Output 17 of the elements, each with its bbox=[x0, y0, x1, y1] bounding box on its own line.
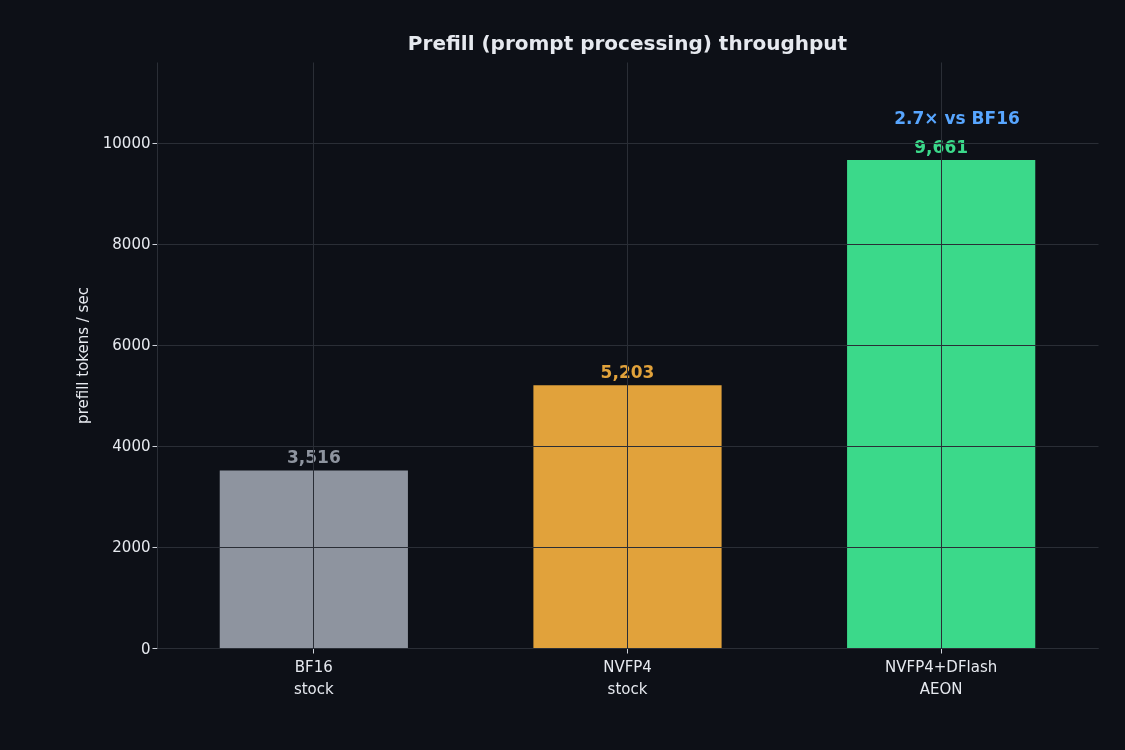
y-tick-label: 4000 bbox=[112, 437, 151, 456]
bar bbox=[533, 385, 722, 648]
y-tick-label: 2000 bbox=[112, 538, 151, 557]
data-label: 3,516 bbox=[286, 447, 341, 468]
bar bbox=[219, 470, 408, 648]
bar bbox=[847, 159, 1036, 648]
x-tick-label: NVFP4+DFlash AEON bbox=[885, 657, 998, 698]
y-tick-label: 6000 bbox=[112, 336, 151, 355]
y-tick-label: 8000 bbox=[112, 235, 151, 254]
y-axis-title: prefill tokens / sec bbox=[73, 287, 92, 424]
annotation: 2.7× vs BF16 bbox=[894, 108, 1020, 128]
chart-title: Prefill (prompt processing) throughput bbox=[407, 31, 848, 55]
x-tick-label: BF16 stock bbox=[293, 657, 335, 698]
y-tick-label: 0 bbox=[140, 639, 151, 658]
data-label: 5,203 bbox=[600, 362, 655, 383]
x-tick-label: NVFP4 stock bbox=[603, 657, 652, 698]
y-tick-label: 10000 bbox=[102, 134, 151, 153]
